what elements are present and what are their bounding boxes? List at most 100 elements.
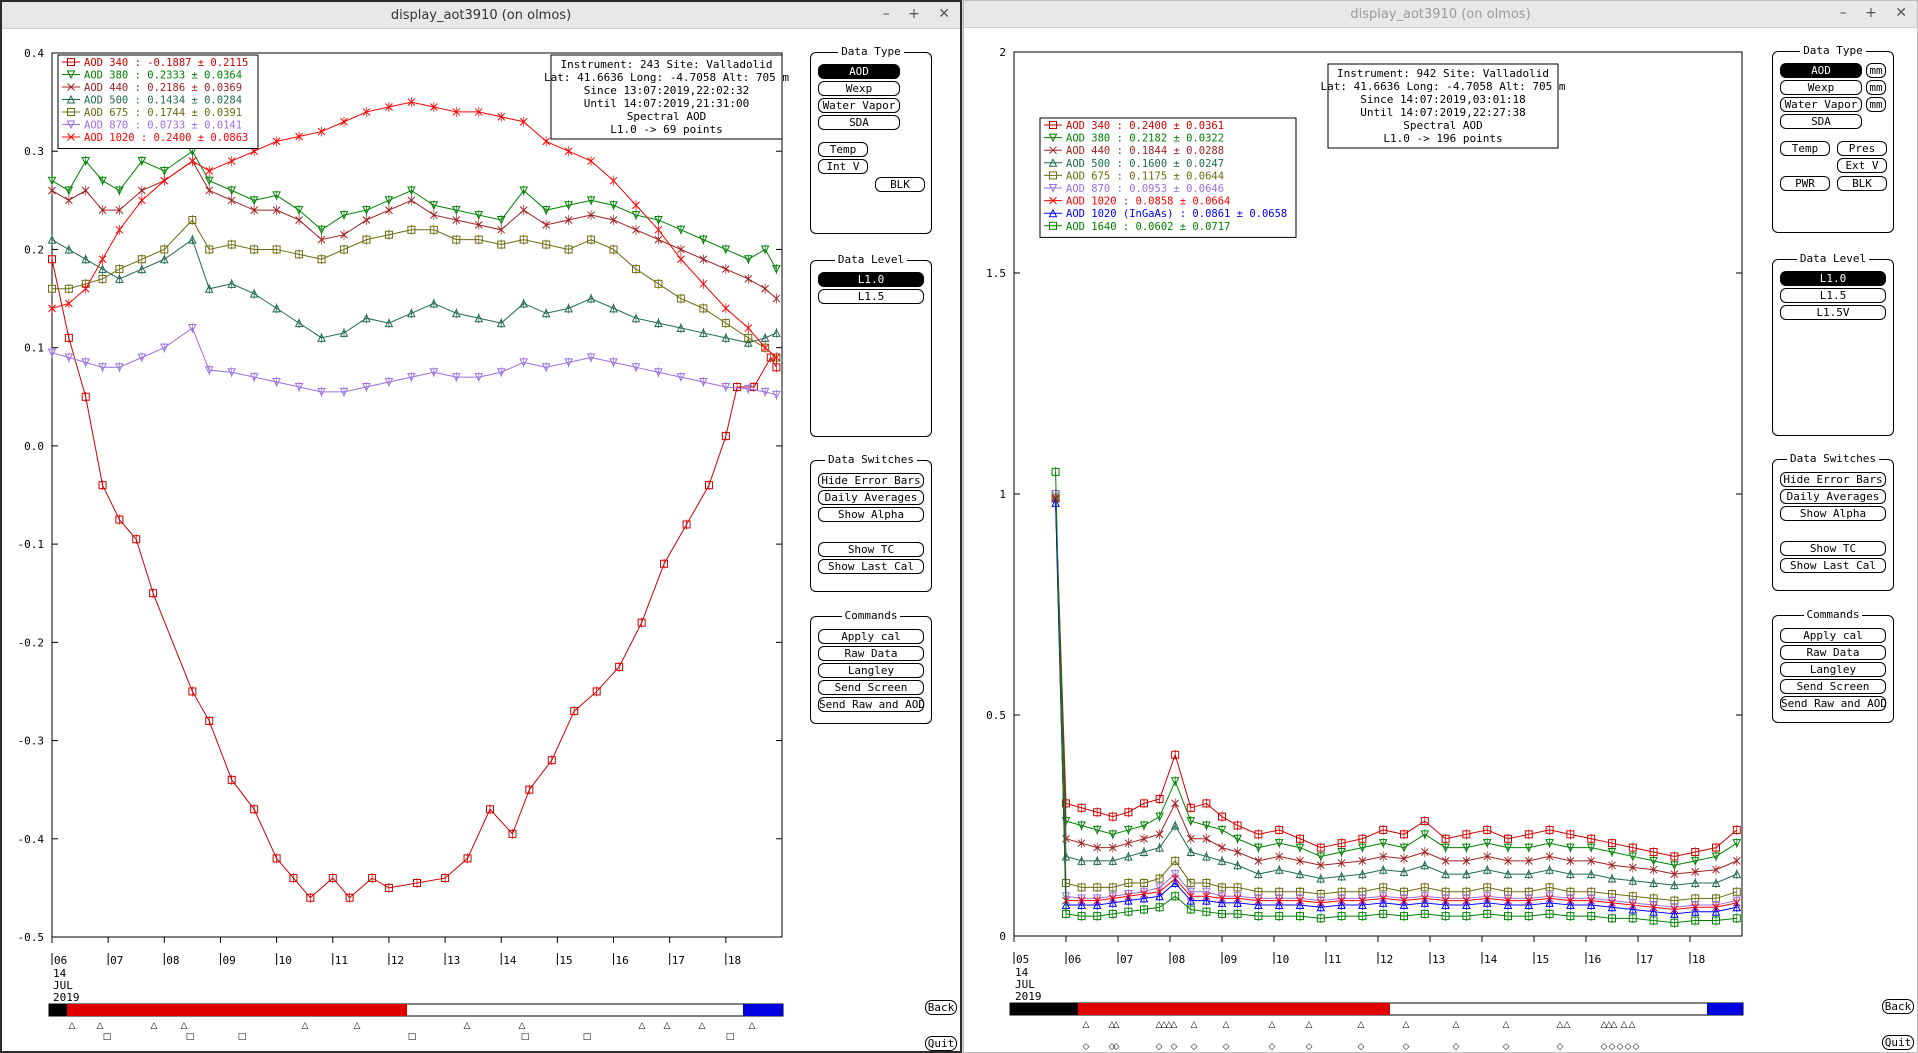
water-vapor-button[interactable]: Water Vapor [818, 98, 900, 113]
pres-button[interactable]: Pres [1837, 141, 1887, 156]
data-type-panel: Data Type AOD Wexp Water Vapor SDA Temp … [810, 45, 932, 234]
x-tick-label: 13 [447, 954, 460, 967]
minimize-icon[interactable]: – [882, 6, 890, 22]
minimize-icon[interactable]: – [1839, 5, 1847, 21]
apply-cal-button[interactable]: Apply cal [1780, 628, 1886, 643]
data-point [1524, 857, 1533, 865]
raw-data-button[interactable]: Raw Data [1780, 645, 1886, 660]
close-icon[interactable]: ✕ [1895, 5, 1907, 21]
x-date-label: 2019 [53, 991, 80, 1004]
temp-button[interactable]: Temp [818, 142, 868, 157]
show-tc-button[interactable]: Show TC [1780, 541, 1886, 556]
hide-error-bars-button[interactable]: Hide Error Bars [1780, 472, 1886, 487]
send-screen-button[interactable]: Send Screen [1780, 679, 1886, 694]
data-point [760, 245, 770, 255]
data-point [1524, 912, 1533, 921]
water-vapor-button[interactable]: Water Vapor [1780, 97, 1862, 112]
data-point [384, 230, 393, 239]
timeline-marker-icon: □ [583, 1032, 592, 1042]
aod-button[interactable]: AOD [1780, 63, 1862, 78]
info-line: Instrument: 942 Site: Valladolid [1337, 67, 1549, 80]
send-screen-button[interactable]: Send Screen [818, 680, 924, 695]
close-icon[interactable]: ✕ [938, 6, 950, 22]
level-l15-button[interactable]: L1.5 [818, 289, 924, 304]
data-point [149, 589, 158, 598]
maximize-icon[interactable]: + [908, 6, 920, 22]
aod-mm-button[interactable]: mm [1866, 63, 1886, 78]
timeline-marker-icon: △ [1601, 1020, 1608, 1030]
data-point [1566, 843, 1575, 853]
data-point [1378, 839, 1388, 848]
x-tick-label: 10 [279, 954, 292, 967]
data-point [272, 191, 281, 201]
langley-button[interactable]: Langley [818, 663, 924, 678]
show-alpha-button[interactable]: Show Alpha [1780, 506, 1886, 521]
pwr-button[interactable]: PWR [1780, 176, 1830, 191]
legend-entry: AOD 675 : 0.1744 ± 0.0391 [84, 107, 242, 119]
show-tc-button[interactable]: Show TC [818, 542, 924, 557]
timeline-marker-icon: △ [1629, 1020, 1636, 1030]
sda-button[interactable]: SDA [818, 115, 900, 130]
level-l10-button[interactable]: L1.0 [818, 272, 924, 287]
ext-v-button[interactable]: Ext V [1837, 158, 1887, 173]
int-v-button[interactable]: Int V [818, 159, 868, 174]
data-point [1140, 878, 1148, 887]
series-aod-380 [47, 146, 781, 275]
data-point [677, 245, 685, 254]
title-bar[interactable]: display_aot3910 (on olmos) – + ✕ [2, 2, 960, 29]
blk-button[interactable]: BLK [875, 177, 925, 192]
quit-button[interactable]: Quit [1882, 1035, 1914, 1050]
level-l10-button[interactable]: L1.0 [1780, 271, 1886, 286]
blk-button[interactable]: BLK [1837, 176, 1887, 191]
data-point [1316, 873, 1326, 883]
raw-data-button[interactable]: Raw Data [818, 646, 924, 661]
title-bar[interactable]: display_aot3910 (on olmos) – + ✕ [964, 1, 1917, 28]
timeline-marker-icon: ◇ [1113, 1042, 1120, 1052]
series-line [1055, 493, 1737, 902]
show-alpha-button[interactable]: Show Alpha [818, 507, 924, 522]
show-last-cal-button[interactable]: Show Last Cal [1780, 558, 1886, 573]
send-raw-and-aod-button[interactable]: Send Raw and AOD [818, 697, 925, 712]
wexp-mm-button[interactable]: mm [1866, 80, 1886, 95]
data-point [48, 284, 56, 293]
data-point [317, 333, 326, 342]
data-point [1092, 825, 1102, 835]
level-l15-button[interactable]: L1.5 [1780, 288, 1886, 303]
wexp-button[interactable]: Wexp [818, 81, 900, 96]
data-point [1400, 830, 1408, 839]
x-date-label: JUL [1015, 978, 1035, 991]
send-raw-and-aod-button[interactable]: Send Raw and AOD [1780, 696, 1887, 711]
show-last-cal-button[interactable]: Show Last Cal [818, 559, 924, 574]
data-point [1504, 857, 1512, 865]
wexp-button[interactable]: Wexp [1780, 80, 1862, 95]
maximize-icon[interactable]: + [1865, 5, 1877, 21]
aod-button[interactable]: AOD [818, 64, 900, 79]
daily-averages-button[interactable]: Daily Averages [818, 490, 924, 505]
apply-cal-button[interactable]: Apply cal [818, 629, 924, 644]
data-point [137, 255, 146, 264]
level-l15v-button[interactable]: L1.5V [1780, 305, 1886, 320]
water-vapor-mm-button[interactable]: mm [1866, 97, 1886, 112]
sda-button[interactable]: SDA [1780, 114, 1862, 129]
legend-marker [1048, 158, 1058, 167]
back-button[interactable]: Back [1882, 999, 1914, 1014]
x-date-label: 2019 [1015, 990, 1042, 1003]
back-button[interactable]: Back [925, 1000, 957, 1015]
data-point [586, 293, 596, 303]
data-point [564, 303, 573, 313]
daily-averages-button[interactable]: Daily Averages [1780, 489, 1886, 504]
data-point [1316, 914, 1325, 923]
langley-button[interactable]: Langley [1780, 662, 1886, 677]
temp-button[interactable]: Temp [1780, 141, 1830, 156]
data-point [474, 211, 484, 220]
info-line: Spectral AOD [627, 110, 706, 123]
info-line: Instrument: 243 Site: Valladolid [561, 58, 773, 71]
data-point [384, 196, 394, 205]
data-point [362, 382, 371, 392]
data-point [1092, 900, 1102, 910]
hide-error-bars-button[interactable]: Hide Error Bars [818, 473, 924, 488]
data-point [1732, 914, 1741, 923]
x-tick-label: 08 [1172, 953, 1185, 966]
x-date-label: 14 [53, 967, 67, 980]
quit-button[interactable]: Quit [925, 1036, 957, 1051]
